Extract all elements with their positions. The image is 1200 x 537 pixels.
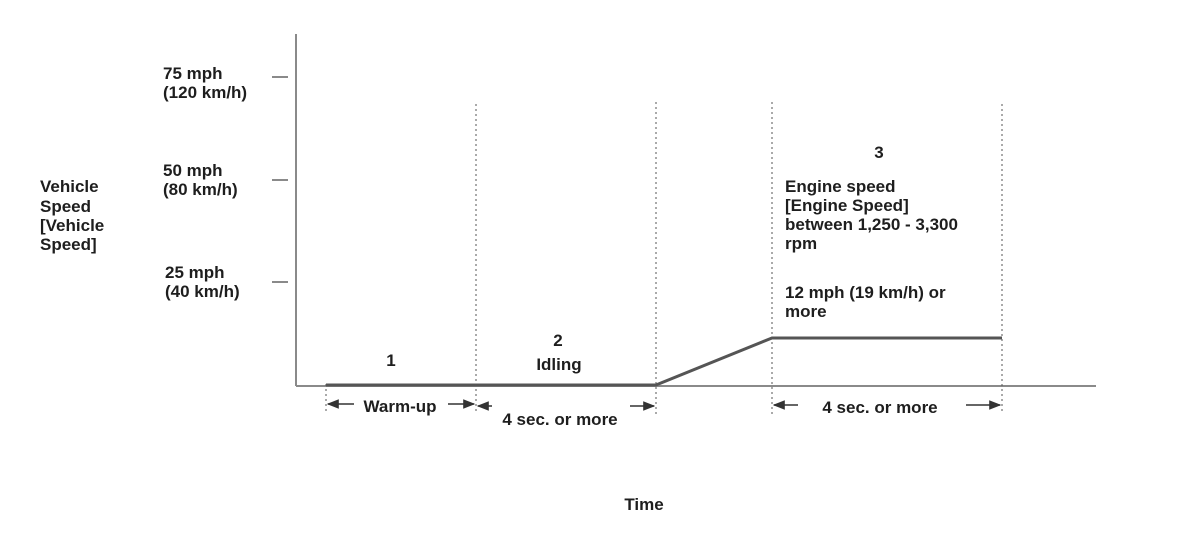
phase-3-speed-line-1: 12 mph (19 km/h) or [785, 283, 946, 302]
y-tick-label-50: 50 mph [163, 161, 223, 180]
y-tick-label-25-kmh: (40 km/h) [165, 282, 240, 301]
phase-3-condition-line-3: between 1,250 - 3,300 [785, 215, 958, 234]
y-axis-label-line-3: [Vehicle [40, 216, 104, 235]
phase-3-condition-line-1: Engine speed [785, 177, 896, 196]
phase-2-number: 2 [553, 331, 562, 350]
phase-1-number: 1 [386, 351, 395, 370]
phase-3-condition-line-4: rpm [785, 234, 817, 253]
phase-3-speed-line-2: more [785, 302, 827, 321]
phase-1-label: Warm-up [363, 397, 436, 416]
phase-3-condition-line-2: [Engine Speed] [785, 196, 909, 215]
y-axis-label-line-1: Vehicle [40, 177, 99, 196]
y-axis-label-line-2: Speed [40, 197, 91, 216]
phase-3-label: 4 sec. or more [822, 398, 937, 417]
phase-3-number: 3 [874, 143, 883, 162]
phase-2-title: Idling [536, 355, 581, 374]
y-tick-label-75-kmh: (120 km/h) [163, 83, 247, 102]
speed-profile-line [326, 336, 1002, 387]
y-tick-label-75: 75 mph [163, 64, 223, 83]
phase-2-label: 4 sec. or more [502, 410, 617, 429]
y-axis-label-line-4: Speed] [40, 235, 97, 254]
y-tick-label-25: 25 mph [165, 263, 225, 282]
x-axis-label: Time [624, 495, 663, 514]
y-tick-label-50-kmh: (80 km/h) [163, 180, 238, 199]
